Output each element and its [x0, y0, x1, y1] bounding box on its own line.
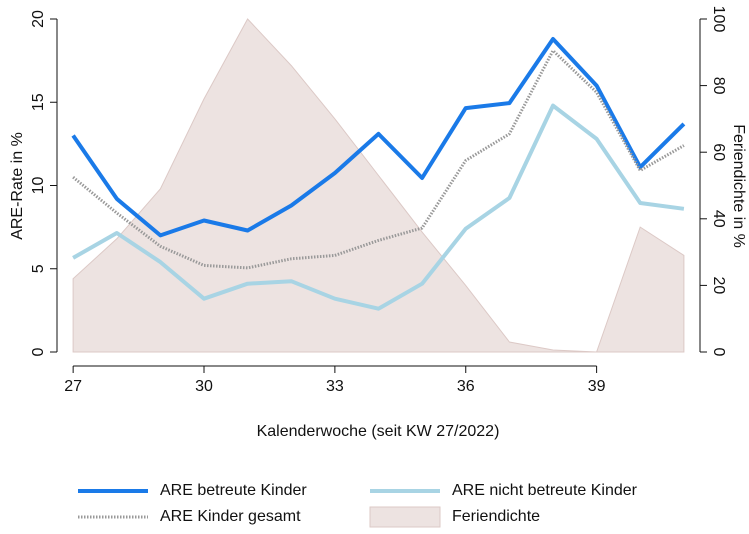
x-tick-label: 33 [326, 378, 344, 395]
area [72, 18, 685, 353]
y-tick-label: 10 [30, 177, 47, 195]
legend-label: ARE betreute Kinder [160, 482, 307, 499]
x-tick-label: 30 [195, 378, 213, 395]
y-tick-label: 5 [30, 264, 47, 273]
y-axis-label: ARE-Rate in % [9, 132, 26, 240]
y-tick-label: 15 [30, 93, 47, 111]
legend-label: ARE Kinder gesamt [160, 508, 301, 525]
y2-tick-label: 60 [710, 143, 727, 161]
y2-tick-label: 80 [710, 77, 727, 95]
x-tick-label: 39 [588, 378, 606, 395]
legend-swatch [369, 506, 441, 528]
x-tick-label: 36 [457, 378, 475, 395]
legend-label: ARE nicht betreute Kinder [452, 482, 638, 499]
y-tick-label: 20 [30, 10, 47, 28]
line [72, 103, 685, 311]
y-tick-label: 0 [30, 347, 47, 356]
y2-axis-label: Feriendichte in % [730, 124, 747, 248]
y2-tick-label: 40 [710, 210, 727, 228]
x-tick-label: 27 [64, 378, 82, 395]
x-axis-label: Kalenderwoche (seit KW 27/2022) [257, 423, 500, 440]
y2-tick-label: 20 [710, 277, 727, 295]
y2-tick-label: 0 [710, 348, 727, 357]
y2-tick-label: 100 [710, 6, 727, 33]
legend-label: Feriendichte [452, 508, 540, 525]
line [71, 37, 686, 238]
line [72, 49, 685, 270]
